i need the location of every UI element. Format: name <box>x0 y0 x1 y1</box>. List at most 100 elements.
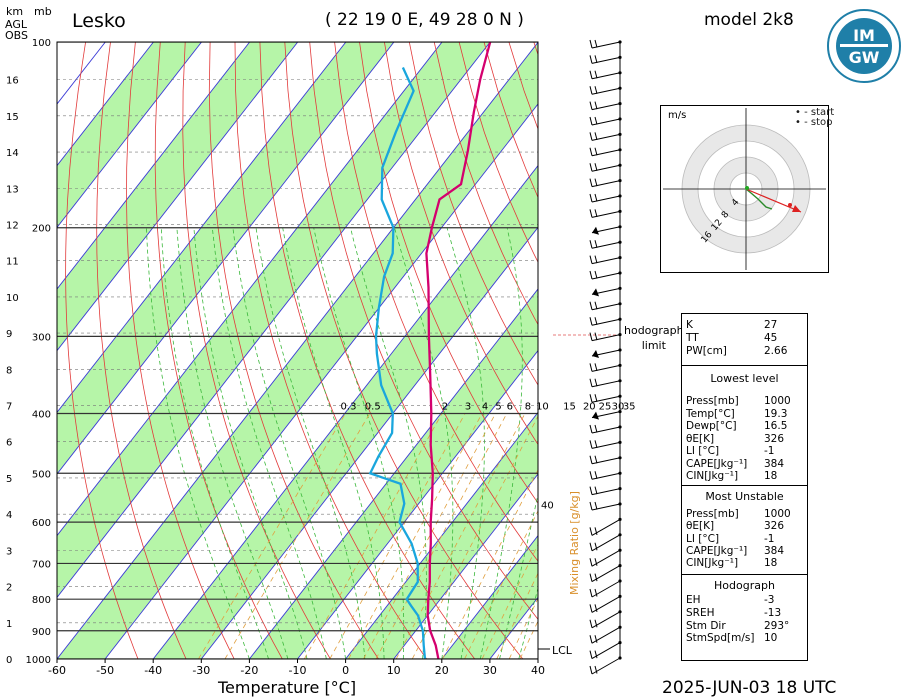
wind-barb-feather <box>589 455 593 464</box>
logo-text-bottom: GW <box>849 48 880 67</box>
index-key: Press[mb] <box>686 508 739 520</box>
mixing-ratio-tick-label: 4 <box>482 401 488 412</box>
lowest-level-panel: Lowest level Press[mb] 1000 Temp[°C] 19.3 De… <box>681 365 808 487</box>
wind-barb-flag <box>592 350 599 358</box>
date-time: 2025-JUN-03 18 UTC <box>662 678 837 698</box>
wind-level-dot <box>618 240 622 244</box>
height-tick-label: 7 <box>6 402 12 413</box>
mixing-ratio-tick-label: 15 <box>563 401 576 412</box>
hodograph-ring-label: 8 <box>720 210 732 221</box>
hodograph-legend-start: • - start <box>795 107 835 118</box>
pressure-tick-label: 300 <box>32 332 51 343</box>
wind-barb-feather <box>589 619 593 628</box>
indices-top-panel: K 27 TT 45 PW[cm] 2.66 <box>681 313 808 367</box>
wind-barb-feather <box>589 70 593 79</box>
mixing-ratio-line <box>481 543 538 659</box>
index-value: 326 <box>764 432 785 445</box>
wind-barb-feather <box>589 209 593 218</box>
wind-barb-feather <box>594 542 598 551</box>
index-value: 27 <box>764 319 778 331</box>
wind-barb-feather <box>594 363 598 372</box>
wind-barb-feather <box>594 193 598 202</box>
index-key: Press[mb] <box>686 395 739 407</box>
dry-adiabat <box>126 42 235 659</box>
index-value: 18 <box>764 557 778 570</box>
wind-barb-feather <box>594 132 598 141</box>
index-key: CAPE[Jkg⁻¹] <box>686 544 748 557</box>
moist-adiabat <box>394 227 454 659</box>
wind-barb-feather <box>594 147 598 156</box>
x-tick-label: 10 <box>387 664 401 677</box>
x-tick-label: -10 <box>289 664 307 677</box>
index-key: Stm Dir <box>686 619 726 632</box>
hodograph-limit-label: hodograph limit <box>624 323 684 353</box>
hodograph-legend-stop: • - stop <box>795 117 833 128</box>
index-key: Temp[°C] <box>686 407 735 420</box>
isotherm <box>57 42 251 290</box>
wind-barb-feather <box>594 240 598 248</box>
wind-barb-flag <box>592 288 599 297</box>
isotherm <box>152 164 538 659</box>
wind-barb-feather <box>594 635 598 643</box>
height-tick-label: 5 <box>6 474 12 485</box>
wind-barb-feather <box>589 255 593 264</box>
height-tick-label: 8 <box>6 365 12 376</box>
wind-barb-feather <box>594 163 598 171</box>
moist-adiabat <box>176 227 289 659</box>
wind-level-dot <box>618 163 622 167</box>
moist-adiabat <box>255 227 366 659</box>
height-tick-label: 9 <box>6 329 12 340</box>
index-value: 384 <box>764 544 785 557</box>
wind-barb-feather <box>589 440 593 449</box>
wind-barb-feather <box>594 255 598 264</box>
index-value: -1 <box>764 445 775 457</box>
index-key: K <box>686 319 693 331</box>
isotherm <box>441 534 538 659</box>
height-tick-label: 14 <box>6 148 19 159</box>
mixing-ratio-line <box>348 413 483 659</box>
wind-barb-feather <box>594 588 598 597</box>
hodograph-indices-title: Hodograph <box>714 579 775 592</box>
mb-axis-title: mb <box>34 5 52 18</box>
index-value: 1000 <box>764 395 791 407</box>
dry-adiabat <box>384 42 538 446</box>
index-key: LI [°C] <box>686 445 720 457</box>
wind-barb-feather <box>594 378 598 387</box>
logo-text-top: IM <box>853 26 875 45</box>
moist-adiabat <box>146 227 250 659</box>
moist-adiabat <box>350 227 427 659</box>
wind-barb-feather <box>594 101 598 110</box>
wind-barb-feather <box>594 394 598 402</box>
height-tick-label: 1 <box>6 619 12 630</box>
mixing-ratio-line <box>464 509 538 659</box>
wind-barb-feather <box>594 178 598 187</box>
moist-adiabat <box>313 227 405 659</box>
wind-barb-feather <box>589 270 593 280</box>
index-value: 2.66 <box>764 345 788 357</box>
pressure-tick-label: 100 <box>32 38 51 49</box>
height-tick-label: 13 <box>6 184 19 195</box>
dry-adiabat <box>234 42 427 659</box>
wind-barb-feather <box>594 332 598 341</box>
most-unstable-title: Most Unstable <box>705 490 784 503</box>
dry-adiabat <box>334 42 538 562</box>
wind-barb-feather <box>589 317 593 326</box>
x-tick-label: -30 <box>192 664 210 677</box>
most-unstable-panel: Most Unstable Press[mb] 1000 θE[K] 326 LI [°… <box>681 485 808 576</box>
index-value: 45 <box>764 332 778 344</box>
height-tick-label: 4 <box>6 510 12 521</box>
pressure-tick-label: 900 <box>32 627 51 638</box>
height-tick-label: 10 <box>6 293 19 304</box>
isotherm <box>393 473 538 659</box>
wind-barb-feather <box>594 301 598 310</box>
wind-barb-feather <box>589 394 593 403</box>
profile-dew-point <box>368 67 427 659</box>
height-tick-label: 6 <box>6 438 12 449</box>
mixing-ratio-line <box>496 572 538 659</box>
wind-barb-feather <box>589 147 593 156</box>
wind-barb-feather <box>594 317 598 325</box>
mixing-ratio-tick-label: 10 <box>536 401 549 412</box>
index-value: 10 <box>764 632 778 645</box>
wind-barb-feather <box>589 558 593 567</box>
